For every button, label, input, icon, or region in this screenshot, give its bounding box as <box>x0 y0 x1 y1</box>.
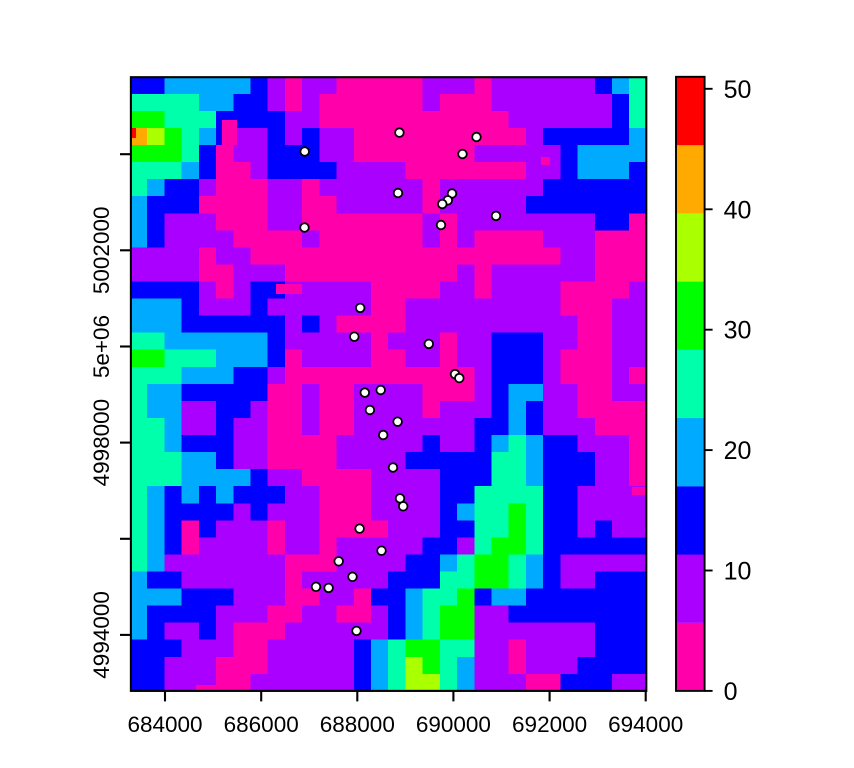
svg-text:694000: 694000 <box>608 712 683 737</box>
svg-text:20: 20 <box>724 437 752 465</box>
svg-text:688000: 688000 <box>320 712 395 737</box>
svg-text:4994000: 4994000 <box>89 591 114 679</box>
svg-text:684000: 684000 <box>127 712 202 737</box>
svg-text:4998000: 4998000 <box>89 399 114 487</box>
svg-text:690000: 690000 <box>416 712 491 737</box>
svg-text:0: 0 <box>724 678 738 706</box>
svg-text:692000: 692000 <box>512 712 587 737</box>
svg-text:686000: 686000 <box>224 712 299 737</box>
svg-text:50: 50 <box>724 76 752 104</box>
svg-text:5002000: 5002000 <box>89 206 114 294</box>
svg-text:10: 10 <box>724 558 752 586</box>
svg-text:30: 30 <box>724 317 752 345</box>
svg-text:40: 40 <box>724 196 752 224</box>
svg-text:5e+06: 5e+06 <box>89 315 114 378</box>
